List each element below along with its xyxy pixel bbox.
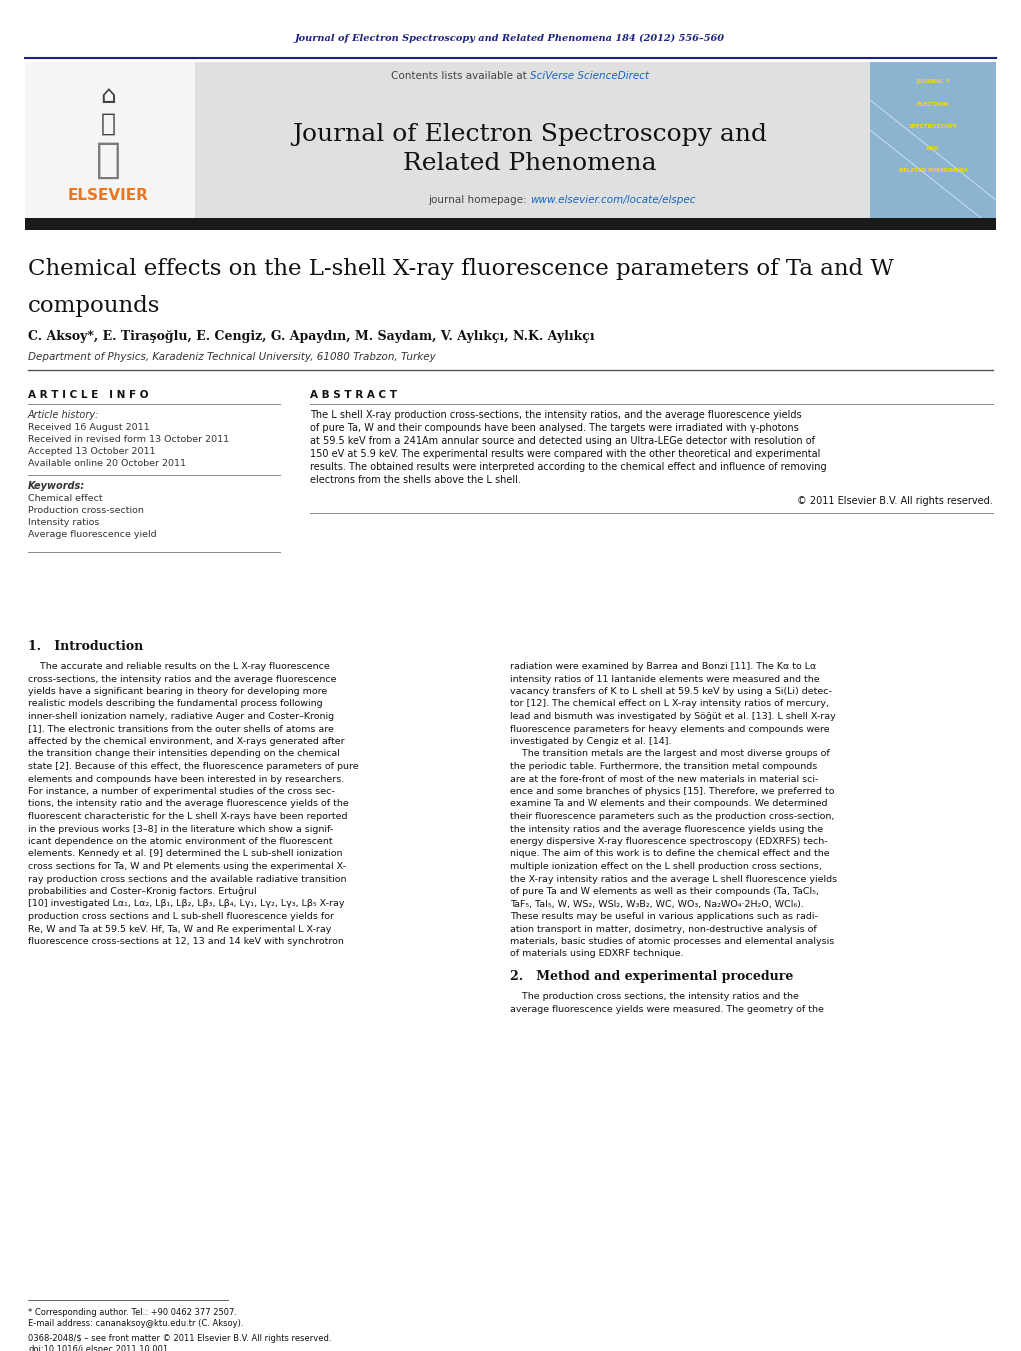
Text: journal homepage:: journal homepage: — [428, 195, 530, 205]
Text: Contents lists available at: Contents lists available at — [391, 72, 530, 81]
Text: Related Phenomena: Related Phenomena — [403, 151, 657, 174]
Text: doi:10.1016/j.elspec.2011.10.001: doi:10.1016/j.elspec.2011.10.001 — [28, 1346, 168, 1351]
Text: of materials using EDXRF technique.: of materials using EDXRF technique. — [510, 950, 684, 958]
Text: ence and some branches of physics [15]. Therefore, we preferred to: ence and some branches of physics [15]. … — [510, 788, 834, 796]
Text: their fluorescence parameters such as the production cross-section,: their fluorescence parameters such as th… — [510, 812, 834, 821]
Text: Accepted 13 October 2011: Accepted 13 October 2011 — [28, 447, 155, 457]
Text: of pure Ta, W and their compounds have been analysed. The targets were irradiate: of pure Ta, W and their compounds have b… — [310, 423, 798, 434]
Text: [1]. The electronic transitions from the outer shells of atoms are: [1]. The electronic transitions from the… — [28, 724, 334, 734]
Text: SPECTROSCOPY: SPECTROSCOPY — [909, 123, 958, 128]
Text: TaF₅, TaI₅, W, WS₂, WSl₂, W₃B₂, WC, WO₃, Na₂WO₄·2H₂O, WCl₆).: TaF₅, TaI₅, W, WS₂, WSl₂, W₃B₂, WC, WO₃,… — [510, 900, 804, 908]
Text: www.elsevier.com/locate/elspec: www.elsevier.com/locate/elspec — [530, 195, 695, 205]
Text: The transition metals are the largest and most diverse groups of: The transition metals are the largest an… — [510, 750, 830, 758]
Text: lead and bismuth was investigated by Söğüt et al. [13]. L shell X-ray: lead and bismuth was investigated by Söğ… — [510, 712, 836, 721]
Text: fluorescent characteristic for the L shell X-rays have been reported: fluorescent characteristic for the L she… — [28, 812, 347, 821]
Bar — [870, 62, 996, 222]
Text: affected by the chemical environment, and X-rays generated after: affected by the chemical environment, an… — [28, 738, 345, 746]
Text: Chemical effect: Chemical effect — [28, 494, 103, 503]
Text: energy dispersive X-ray fluorescence spectroscopy (EDXRFS) tech-: energy dispersive X-ray fluorescence spe… — [510, 838, 828, 846]
Text: at 59.5 keV from a 241Am annular source and detected using an Ultra-LEGe detecto: at 59.5 keV from a 241Am annular source … — [310, 436, 815, 446]
Text: 1.   Introduction: 1. Introduction — [28, 640, 143, 653]
Text: nique. The aim of this work is to define the chemical effect and the: nique. The aim of this work is to define… — [510, 850, 830, 858]
Bar — [195, 62, 870, 222]
Text: Journal of Electron Spectroscopy and: Journal of Electron Spectroscopy and — [292, 123, 768, 146]
Text: Department of Physics, Karadeniz Technical University, 61080 Trabzon, Turkey: Department of Physics, Karadeniz Technic… — [28, 353, 436, 362]
Text: ELSEVIER: ELSEVIER — [67, 189, 148, 204]
Text: The production cross sections, the intensity ratios and the: The production cross sections, the inten… — [510, 992, 798, 1001]
Text: 🌿: 🌿 — [96, 139, 120, 181]
Text: tor [12]. The chemical effect on L X-ray intensity ratios of mercury,: tor [12]. The chemical effect on L X-ray… — [510, 700, 829, 708]
Text: AND: AND — [926, 146, 939, 150]
Text: ⌂
🌲: ⌂ 🌲 — [100, 84, 116, 136]
Text: multiple ionization effect on the L shell production cross sections,: multiple ionization effect on the L shel… — [510, 862, 822, 871]
Text: in the previous works [3–8] in the literature which show a signif-: in the previous works [3–8] in the liter… — [28, 824, 333, 834]
Text: SciVerse ScienceDirect: SciVerse ScienceDirect — [530, 72, 649, 81]
Text: state [2]. Because of this effect, the fluorescence parameters of pure: state [2]. Because of this effect, the f… — [28, 762, 358, 771]
Text: Journal of Electron Spectroscopy and Related Phenomena 184 (2012) 556–560: Journal of Electron Spectroscopy and Rel… — [295, 34, 725, 43]
Text: elements. Kennedy et al. [9] determined the L sub-shell ionization: elements. Kennedy et al. [9] determined … — [28, 850, 342, 858]
Text: Intensity ratios: Intensity ratios — [28, 517, 99, 527]
Text: Article history:: Article history: — [28, 409, 99, 420]
Text: Received 16 August 2011: Received 16 August 2011 — [28, 423, 150, 432]
Text: examine Ta and W elements and their compounds. We determined: examine Ta and W elements and their comp… — [510, 800, 827, 808]
Text: * Corresponding author. Tel.: +90 0462 377 2507.: * Corresponding author. Tel.: +90 0462 3… — [28, 1308, 237, 1317]
Text: the intensity ratios and the average fluorescence yields using the: the intensity ratios and the average flu… — [510, 824, 823, 834]
Text: of pure Ta and W elements as well as their compounds (Ta, TaCl₅,: of pure Ta and W elements as well as the… — [510, 888, 819, 896]
Text: icant dependence on the atomic environment of the fluorescent: icant dependence on the atomic environme… — [28, 838, 333, 846]
Text: 0368-2048/$ – see front matter © 2011 Elsevier B.V. All rights reserved.: 0368-2048/$ – see front matter © 2011 El… — [28, 1333, 332, 1343]
Text: cross sections for Ta, W and Pt elements using the experimental X-: cross sections for Ta, W and Pt elements… — [28, 862, 346, 871]
Bar — [25, 62, 195, 222]
Text: Average fluorescence yield: Average fluorescence yield — [28, 530, 156, 539]
Text: yields have a significant bearing in theory for developing more: yields have a significant bearing in the… — [28, 688, 328, 696]
Text: 150 eV at 5.9 keV. The experimental results were compared with the other theoret: 150 eV at 5.9 keV. The experimental resu… — [310, 449, 821, 459]
Text: tions, the intensity ratio and the average fluorescence yields of the: tions, the intensity ratio and the avera… — [28, 800, 349, 808]
Bar — [25, 218, 996, 230]
Text: results. The obtained results were interpreted according to the chemical effect : results. The obtained results were inter… — [310, 462, 827, 471]
Text: vacancy transfers of K to L shell at 59.5 keV by using a Si(Li) detec-: vacancy transfers of K to L shell at 59.… — [510, 688, 832, 696]
Text: the transition change their intensities depending on the chemical: the transition change their intensities … — [28, 750, 340, 758]
Text: Re, W and Ta at 59.5 keV. Hf, Ta, W and Re experimental L X-ray: Re, W and Ta at 59.5 keV. Hf, Ta, W and … — [28, 924, 332, 934]
Text: E-mail address: cananaksoy@ktu.edu.tr (C. Aksoy).: E-mail address: cananaksoy@ktu.edu.tr (C… — [28, 1319, 243, 1328]
Text: investigated by Cengiz et al. [14].: investigated by Cengiz et al. [14]. — [510, 738, 672, 746]
Text: the periodic table. Furthermore, the transition metal compounds: the periodic table. Furthermore, the tra… — [510, 762, 817, 771]
Text: ray production cross sections and the available radiative transition: ray production cross sections and the av… — [28, 874, 346, 884]
Text: C. Aksoy*, E. Tiraşoğlu, E. Cengiz, G. Apaydın, M. Saydam, V. Aylıkçı, N.K. Aylı: C. Aksoy*, E. Tiraşoğlu, E. Cengiz, G. A… — [28, 330, 594, 343]
Text: © 2011 Elsevier B.V. All rights reserved.: © 2011 Elsevier B.V. All rights reserved… — [797, 496, 993, 507]
Text: Available online 20 October 2011: Available online 20 October 2011 — [28, 459, 186, 467]
Text: Received in revised form 13 October 2011: Received in revised form 13 October 2011 — [28, 435, 229, 444]
Text: These results may be useful in various applications such as radi-: These results may be useful in various a… — [510, 912, 818, 921]
Text: inner-shell ionization namely, radiative Auger and Coster–Kronig: inner-shell ionization namely, radiative… — [28, 712, 334, 721]
Text: Chemical effects on the L-shell X-ray fluorescence parameters of Ta and W: Chemical effects on the L-shell X-ray fl… — [28, 258, 893, 280]
Text: average fluorescence yields were measured. The geometry of the: average fluorescence yields were measure… — [510, 1005, 824, 1013]
Text: compounds: compounds — [28, 295, 160, 317]
Text: RELATED PHENOMENA: RELATED PHENOMENA — [898, 168, 968, 173]
Text: ELECTRON: ELECTRON — [917, 101, 950, 107]
Text: The L shell X-ray production cross-sections, the intensity ratios, and the avera: The L shell X-ray production cross-secti… — [310, 409, 801, 420]
Text: realistic models describing the fundamental process following: realistic models describing the fundamen… — [28, 700, 323, 708]
Text: are at the fore-front of most of the new materials in material sci-: are at the fore-front of most of the new… — [510, 774, 819, 784]
Text: The accurate and reliable results on the L X-ray fluorescence: The accurate and reliable results on the… — [28, 662, 330, 671]
Text: radiation were examined by Barrea and Bonzi [11]. The Kα to Lα: radiation were examined by Barrea and Bo… — [510, 662, 816, 671]
Text: A R T I C L E   I N F O: A R T I C L E I N F O — [28, 390, 148, 400]
Text: Production cross-section: Production cross-section — [28, 507, 144, 515]
Text: For instance, a number of experimental studies of the cross sec-: For instance, a number of experimental s… — [28, 788, 335, 796]
Text: Keywords:: Keywords: — [28, 481, 85, 490]
Text: intensity ratios of 11 lantanide elements were measured and the: intensity ratios of 11 lantanide element… — [510, 674, 820, 684]
Text: electrons from the shells above the L shell.: electrons from the shells above the L sh… — [310, 476, 521, 485]
Text: fluorescence cross-sections at 12, 13 and 14 keV with synchrotron: fluorescence cross-sections at 12, 13 an… — [28, 938, 344, 946]
Text: production cross sections and L sub-shell fluorescence yields for: production cross sections and L sub-shel… — [28, 912, 334, 921]
Text: JOURNAL Y: JOURNAL Y — [916, 80, 950, 85]
Text: cross-sections, the intensity ratios and the average fluorescence: cross-sections, the intensity ratios and… — [28, 674, 337, 684]
Text: the X-ray intensity ratios and the average L shell fluorescence yields: the X-ray intensity ratios and the avera… — [510, 874, 837, 884]
Text: probabilities and Coster–Kronig factors. Ertuğrul: probabilities and Coster–Kronig factors.… — [28, 888, 256, 896]
Text: fluorescence parameters for heavy elements and compounds were: fluorescence parameters for heavy elemen… — [510, 724, 830, 734]
Text: materials, basic studies of atomic processes and elemental analysis: materials, basic studies of atomic proce… — [510, 938, 834, 946]
Text: [10] investigated Lα₁, Lα₂, Lβ₁, Lβ₂, Lβ₃, Lβ₄, Lγ₁, Lγ₂, Lγ₃, Lβ₅ X-ray: [10] investigated Lα₁, Lα₂, Lβ₁, Lβ₂, Lβ… — [28, 900, 344, 908]
Text: elements and compounds have been interested in by researchers.: elements and compounds have been interes… — [28, 774, 344, 784]
Text: 2.   Method and experimental procedure: 2. Method and experimental procedure — [510, 970, 793, 984]
Text: ation transport in matter, dosimetry, non-destructive analysis of: ation transport in matter, dosimetry, no… — [510, 924, 817, 934]
Text: A B S T R A C T: A B S T R A C T — [310, 390, 397, 400]
